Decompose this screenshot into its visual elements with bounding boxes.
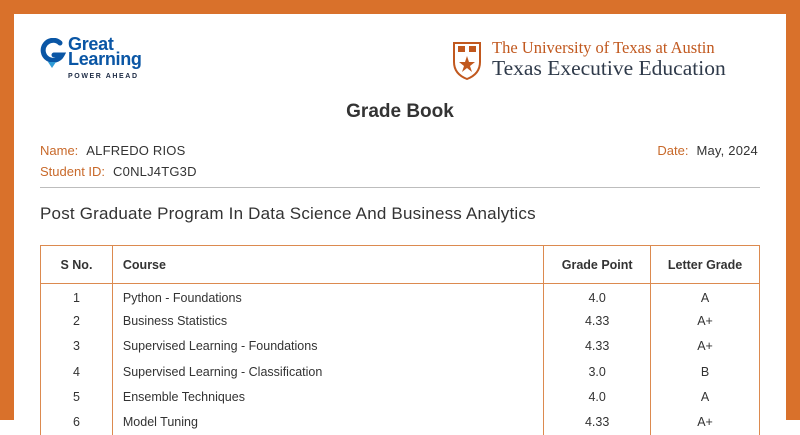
grades-table: S No. Course Grade Point Letter Grade 1 … bbox=[40, 245, 760, 435]
header-sno: S No. bbox=[40, 245, 113, 284]
table-row: 6 Model Tuning 4.33 A+ bbox=[40, 409, 760, 435]
gl-word-great: Great bbox=[68, 34, 114, 54]
header: Great Learning POWER AHEAD The Universit… bbox=[14, 14, 786, 94]
gl-tagline: POWER AHEAD bbox=[68, 73, 139, 80]
cell-course: Supervised Learning - Foundations bbox=[111, 333, 545, 360]
student-id-row: Student ID: C0NLJ4TG3D bbox=[40, 164, 197, 179]
great-learning-logo: Great Learning POWER AHEAD bbox=[40, 34, 180, 84]
date-value: May, 2024 bbox=[696, 143, 758, 158]
date-row: Date: May, 2024 bbox=[657, 143, 758, 158]
cell-grade-point: 4.33 bbox=[543, 333, 652, 360]
header-letter-grade: Letter Grade bbox=[650, 245, 760, 284]
cell-course: Business Statistics bbox=[111, 308, 545, 334]
cell-letter-grade: A bbox=[650, 384, 760, 410]
cell-course: Ensemble Techniques bbox=[111, 384, 545, 410]
cell-course: Model Tuning bbox=[111, 409, 545, 435]
table-row: 3 Supervised Learning - Foundations 4.33… bbox=[40, 333, 760, 360]
ut-university-name: The University of Texas at Austin bbox=[492, 38, 715, 57]
table-row: 5 Ensemble Techniques 4.0 A bbox=[40, 384, 760, 410]
name-label: Name: bbox=[40, 143, 79, 158]
cell-course: Python - Foundations bbox=[111, 283, 545, 309]
student-name-row: Name: ALFREDO RIOS bbox=[40, 143, 186, 158]
cell-sno: 4 bbox=[40, 359, 113, 385]
cell-grade-point: 4.0 bbox=[543, 283, 652, 309]
date-label: Date: bbox=[657, 143, 689, 158]
ut-executive-education: Texas Executive Education bbox=[492, 56, 726, 80]
student-id-value: C0NLJ4TG3D bbox=[113, 164, 197, 179]
cell-sno: 2 bbox=[40, 308, 113, 334]
cell-letter-grade: A+ bbox=[650, 333, 760, 360]
cell-sno: 6 bbox=[40, 409, 113, 435]
program-name: Post Graduate Program In Data Science An… bbox=[40, 204, 536, 223]
cell-letter-grade: B bbox=[650, 359, 760, 385]
header-grade-point: Grade Point bbox=[543, 245, 652, 284]
cell-sno: 5 bbox=[40, 384, 113, 410]
cell-letter-grade: A+ bbox=[650, 409, 760, 435]
gl-word-learning: Learning bbox=[68, 49, 142, 69]
divider bbox=[40, 187, 760, 188]
table-row: 4 Supervised Learning - Classification 3… bbox=[40, 359, 760, 385]
header-course: Course bbox=[111, 245, 545, 284]
cell-grade-point: 4.0 bbox=[543, 384, 652, 410]
page-title: Grade Book bbox=[346, 101, 454, 122]
student-id-label: Student ID: bbox=[40, 164, 106, 179]
table-header-row: S No. Course Grade Point Letter Grade bbox=[40, 245, 760, 284]
cell-grade-point: 4.33 bbox=[543, 308, 652, 334]
great-learning-g-icon bbox=[40, 38, 66, 68]
cell-grade-point: 4.33 bbox=[543, 409, 652, 435]
table-row: 2 Business Statistics 4.33 A+ bbox=[40, 308, 760, 334]
name-value: ALFREDO RIOS bbox=[86, 143, 186, 158]
great-learning-wordmark: Great Learning bbox=[68, 34, 142, 69]
cell-course: Supervised Learning - Classification bbox=[111, 359, 545, 385]
cell-sno: 1 bbox=[40, 283, 113, 309]
cell-sno: 3 bbox=[40, 333, 113, 360]
table-row: 1 Python - Foundations 4.0 A bbox=[40, 283, 760, 309]
ut-austin-logo: The University of Texas at Austin Texas … bbox=[452, 38, 772, 88]
cell-letter-grade: A bbox=[650, 283, 760, 309]
cell-letter-grade: A+ bbox=[650, 308, 760, 334]
ut-seal-icon bbox=[453, 42, 481, 80]
cell-grade-point: 3.0 bbox=[543, 359, 652, 385]
